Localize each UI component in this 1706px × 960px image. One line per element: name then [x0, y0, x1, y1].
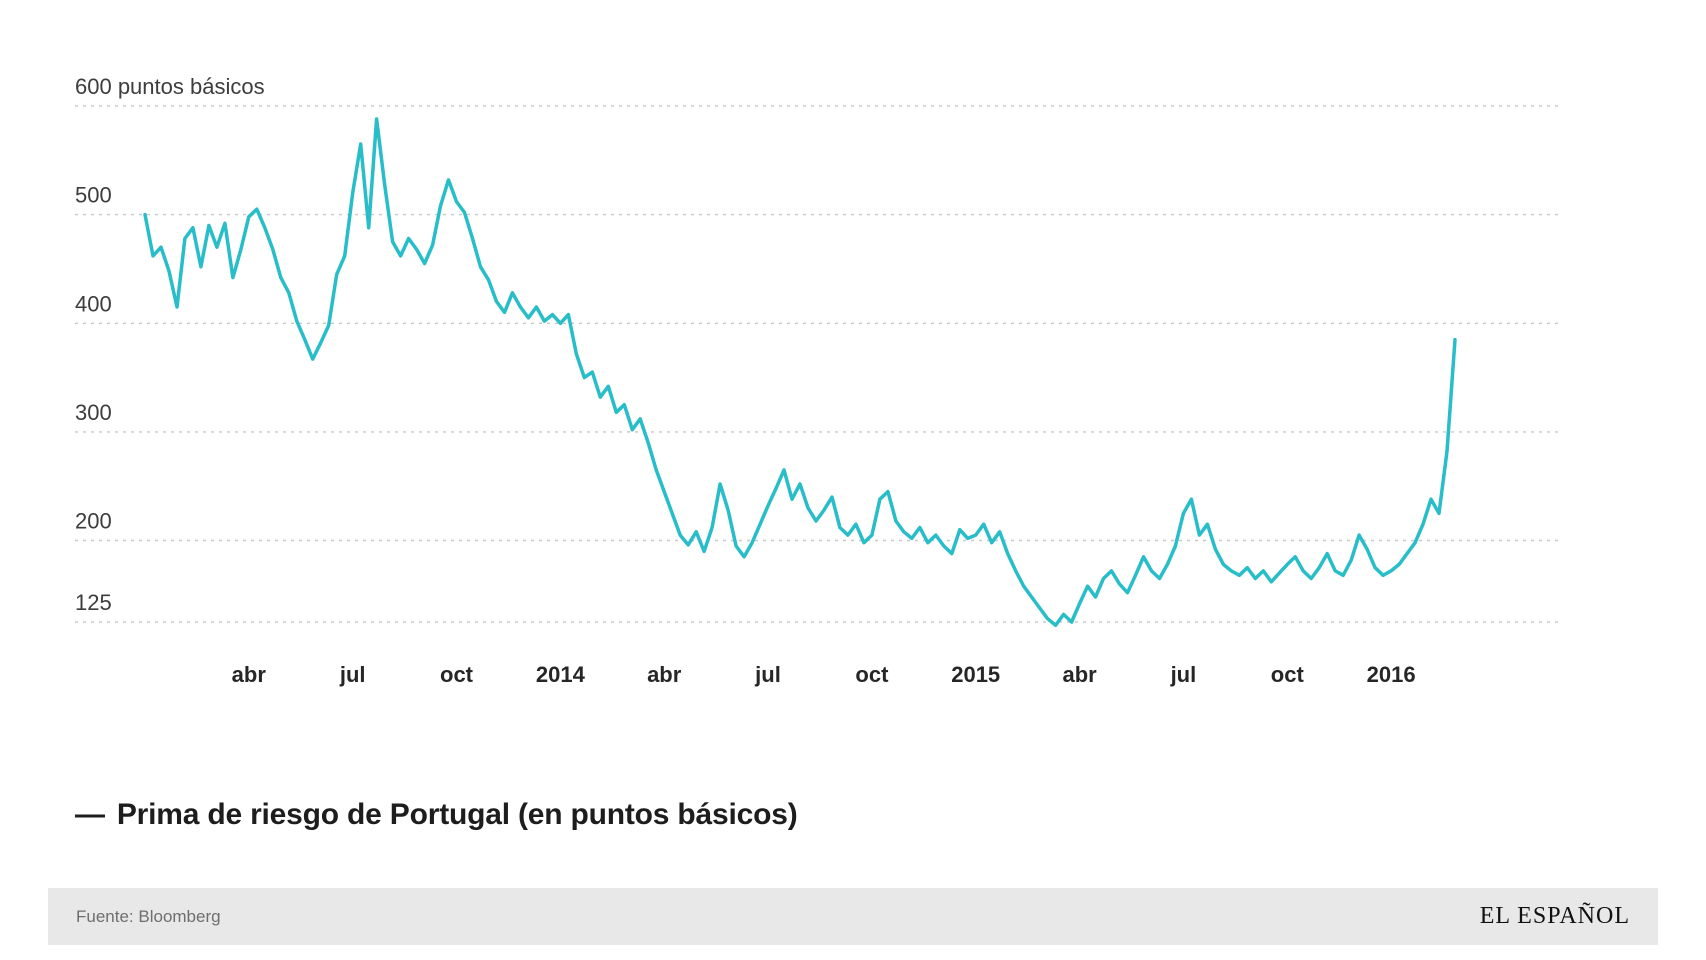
- x-axis-label: jul: [339, 662, 366, 687]
- y-axis-label: 400: [75, 291, 112, 316]
- x-axis-label: 2016: [1367, 662, 1416, 687]
- brand-logo: EL ESPAÑOL: [1479, 903, 1630, 929]
- y-axis-label: 300: [75, 400, 112, 425]
- x-axis-label: abr: [232, 662, 267, 687]
- x-axis-label: jul: [1170, 662, 1197, 687]
- chart-legend: — Prima de riesgo de Portugal (en puntos …: [75, 798, 798, 832]
- x-axis-label: abr: [1062, 662, 1097, 687]
- y-axis-label: 500: [75, 183, 112, 208]
- y-axis-label: 125: [75, 590, 112, 615]
- data-line-series: [143, 117, 1457, 628]
- x-axis-label: abr: [647, 662, 682, 687]
- y-axis-label: 600 puntos básicos: [75, 74, 265, 99]
- line-chart: 600 puntos básicos 500 400 300 200 125 abr jul o…: [75, 74, 1560, 687]
- x-axis-label: 2014: [536, 662, 586, 687]
- x-axis-label: oct: [855, 662, 889, 687]
- legend-dash-icon: —: [75, 798, 105, 831]
- x-axis-label: oct: [440, 662, 474, 687]
- source-credit: Fuente: Bloomberg: [76, 906, 221, 926]
- x-axis-label: oct: [1271, 662, 1305, 687]
- x-axis-label: 2015: [951, 662, 1000, 687]
- legend-label: Prima de riesgo de Portugal (en puntos b…: [116, 798, 798, 831]
- footer-bar: Fuente: Bloomberg EL ESPAÑOL: [48, 888, 1658, 945]
- y-axis-label: 200: [75, 509, 112, 534]
- x-axis-label: jul: [754, 662, 781, 687]
